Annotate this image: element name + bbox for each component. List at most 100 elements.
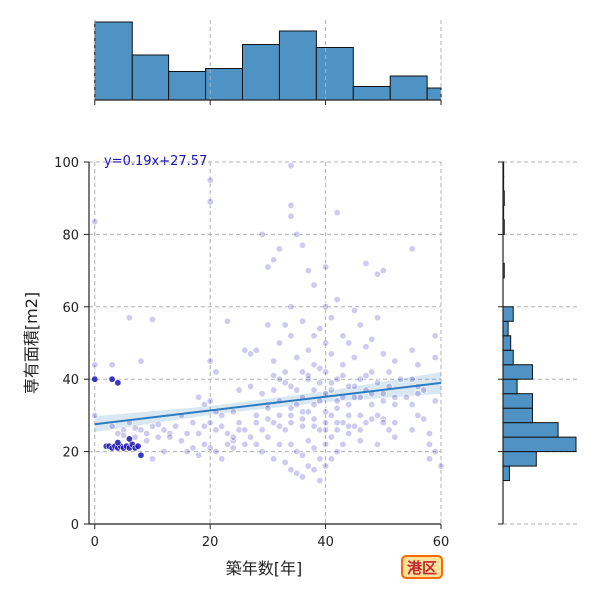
data-point [134,442,142,450]
data-point [379,397,387,405]
data-point [125,435,133,443]
data-point [339,332,347,340]
data-point [345,429,353,437]
x-axis-label: 築年数[年] [226,559,303,578]
x-marginal-histogram [94,20,442,105]
data-point [414,390,422,398]
data-point [223,429,231,437]
x-hist-bar [241,44,280,101]
data-point [350,353,358,361]
data-point [322,462,330,470]
data-point [293,448,301,456]
data-point [333,375,341,383]
data-point [275,411,283,419]
data-point [270,357,278,365]
data-point [391,419,399,427]
data-point [310,361,318,369]
data-point [189,444,197,452]
y-hist-bar [502,407,533,424]
data-point [120,431,128,439]
data-point [299,408,307,416]
data-point [281,368,289,376]
data-point [183,448,191,456]
data-point [310,466,318,474]
data-point [287,201,295,209]
data-point [114,429,122,437]
data-point [264,404,272,412]
data-point [131,424,139,432]
y-hist-bar [502,393,533,409]
data-point [408,401,416,409]
data-point [310,415,318,423]
data-point [374,270,382,278]
data-point [397,375,405,383]
data-point [431,353,439,361]
data-point [345,422,353,430]
data-point [91,411,99,419]
data-point [339,372,347,380]
x-tick-label: 0 [91,535,99,550]
data-point [345,411,353,419]
data-point [293,401,301,409]
data-point [304,267,312,275]
data-point [258,448,266,456]
data-point [304,462,312,470]
data-point [166,429,174,437]
y-hist-bar [502,335,512,351]
data-point [327,314,335,322]
data-point [356,321,364,329]
data-point [287,466,295,474]
data-point [299,473,307,481]
data-point [137,451,145,459]
data-point [91,375,99,383]
data-point [172,422,180,430]
data-point [264,433,272,441]
data-point [420,386,428,394]
y-hist-bar [502,306,514,322]
data-point [310,332,318,340]
data-point [212,426,220,434]
y-tick-label: 80 [62,228,79,243]
data-point [275,440,283,448]
data-point [327,433,335,441]
data-point [374,314,382,322]
data-point [304,408,312,416]
data-point [114,379,122,387]
data-point [316,455,324,463]
data-point [252,440,260,448]
data-point [120,426,128,434]
data-point [218,422,226,430]
data-point [408,426,416,434]
grid-lines [89,161,442,525]
data-point [108,361,116,369]
axes [84,161,442,529]
data-point [437,462,445,470]
data-point [322,303,330,311]
data-point [391,357,399,365]
data-point [218,411,226,419]
data-point [252,419,260,427]
data-point [275,245,283,253]
data-point [391,393,399,401]
data-point [160,426,168,434]
data-point [229,433,237,441]
data-point [195,451,203,459]
data-point [374,411,382,419]
data-point [223,317,231,325]
y-hist-bar [502,349,514,366]
data-point [206,397,214,405]
data-point [293,230,301,238]
data-point [345,382,353,390]
data-point [206,176,214,184]
data-point [368,415,376,423]
data-point [431,332,439,340]
data-point [235,386,243,394]
data-point [339,440,347,448]
data-point [299,422,307,430]
data-point [275,422,283,430]
x-hist-bar [94,21,133,101]
data-point [345,401,353,409]
data-point [195,393,203,401]
data-point [287,332,295,340]
